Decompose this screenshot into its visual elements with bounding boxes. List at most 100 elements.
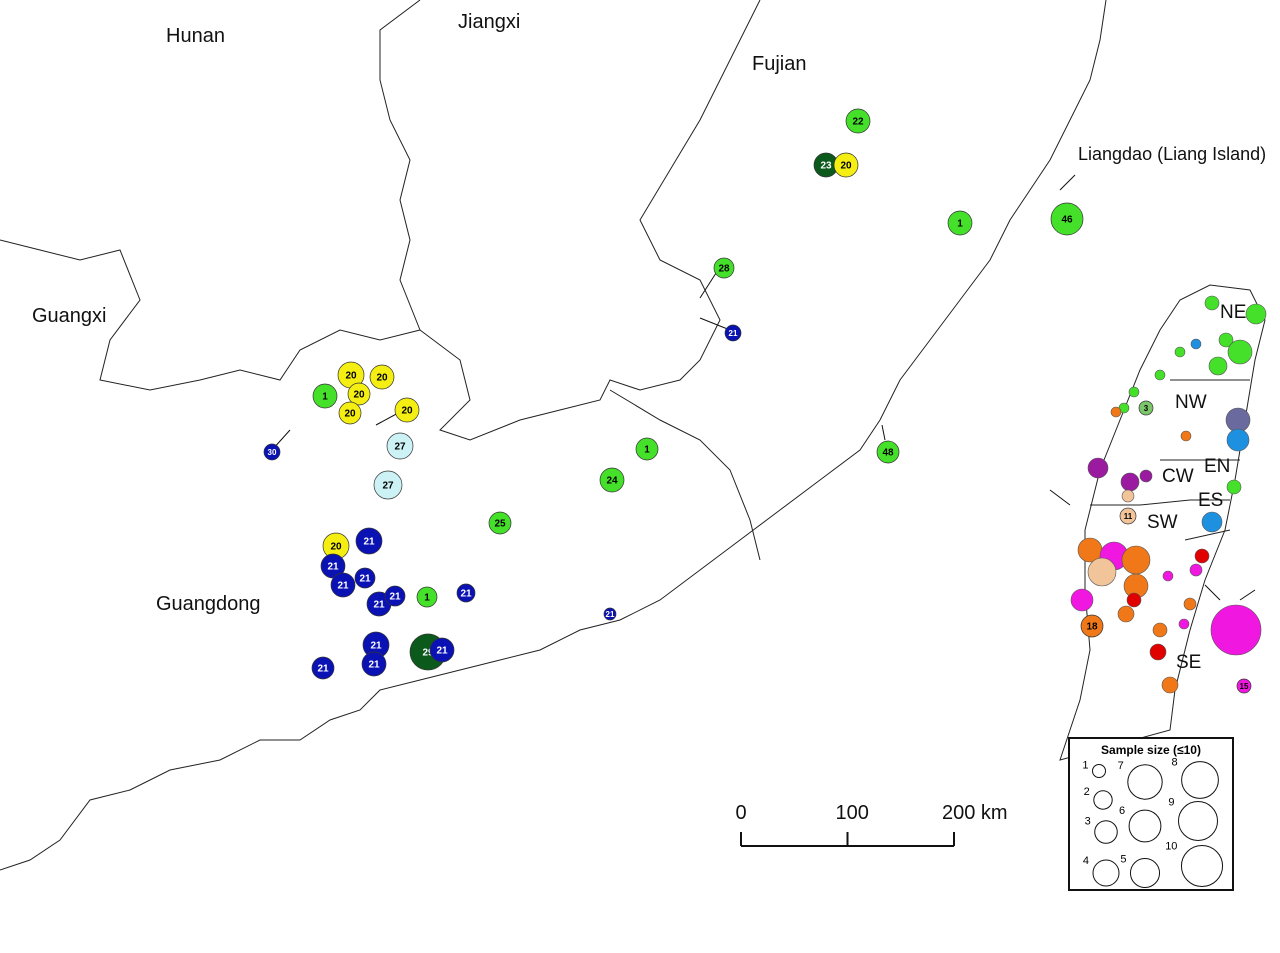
site-label: 21 (460, 589, 472, 600)
sample-circle (1194, 548, 1210, 564)
province-border (609, 389, 761, 561)
site-label: 21 (729, 329, 738, 338)
sample-circle (1183, 597, 1197, 611)
sample-circle (1152, 622, 1168, 638)
site-circle (361, 651, 387, 677)
site-circle (347, 382, 371, 406)
sample-circle (1121, 489, 1135, 503)
legend-circle (1128, 809, 1162, 843)
sample-circle (1190, 338, 1202, 350)
sample-circle (1139, 469, 1153, 483)
site-circle (354, 567, 376, 589)
sample-circle (1178, 618, 1190, 630)
site-circle (384, 585, 406, 607)
site-label: 20 (345, 371, 357, 382)
site-label: 20 (330, 542, 342, 553)
site-label: 27 (394, 442, 406, 453)
legend-label: 10 (1165, 840, 1177, 852)
sample-circle (1225, 407, 1251, 433)
site-label: 27 (382, 481, 394, 492)
site-label: 28 (718, 264, 730, 275)
site-label: 20 (376, 373, 388, 384)
region-label: Guangxi (32, 305, 107, 327)
site-label: 29 (422, 648, 434, 659)
sample-circle (1126, 592, 1142, 608)
legend-label: 1 (1082, 760, 1088, 772)
site-circle (330, 572, 356, 598)
site-circle (599, 467, 625, 493)
outlines (0, 0, 1266, 871)
legend-label: 7 (1118, 760, 1124, 772)
site-circle (488, 511, 512, 535)
site-label: 18 (1086, 622, 1098, 633)
sample-circle (1161, 676, 1179, 694)
site-circle (373, 470, 403, 500)
scale-label: 0 (735, 802, 746, 824)
site-circle (724, 324, 742, 342)
sample-circle (1087, 557, 1117, 587)
site-circle (456, 583, 476, 603)
legend-label: 5 (1120, 853, 1126, 865)
province-border (419, 0, 761, 441)
sample-circle (1149, 643, 1167, 661)
site-circle (312, 383, 338, 409)
region-label: Guangdong (156, 593, 261, 615)
legend-title: Sample size (≤10) (1101, 743, 1201, 757)
site-label: 20 (840, 161, 852, 172)
site-label: 22 (852, 117, 864, 128)
sample-circle (1245, 303, 1267, 325)
site-circle (386, 432, 414, 460)
scale-label: 200 km (942, 802, 1008, 824)
taiwan-regions (1090, 379, 1250, 541)
site-label: 25 (494, 519, 506, 530)
site-circle (635, 437, 659, 461)
site-label: 3 (1144, 404, 1149, 413)
legend-circle (1093, 790, 1113, 810)
site-circle (603, 607, 617, 621)
taiwan-region-label: NW (1175, 392, 1207, 413)
site-circle (369, 364, 395, 390)
sample-circle (1201, 511, 1223, 533)
taiwan-region-label: NE (1220, 302, 1246, 323)
site-label: 23 (820, 161, 832, 172)
site-circle (416, 586, 438, 608)
island-label: Liangdao (Liang Island) (1078, 144, 1266, 164)
region-label: Jiangxi (458, 11, 520, 33)
site-label: 21 (337, 581, 349, 592)
sample-circle (1070, 588, 1094, 612)
taiwan-region-label: SW (1147, 512, 1178, 533)
site-label: 21 (327, 562, 339, 573)
sample-circle (1210, 604, 1262, 656)
site-circle (263, 443, 281, 461)
legend-label: 6 (1119, 805, 1125, 817)
site-label: 1 (424, 593, 430, 604)
region-label: Fujian (752, 53, 806, 75)
sample-circle (1117, 605, 1135, 623)
sample-circle (1227, 339, 1253, 365)
site-circle (876, 440, 900, 464)
legend-circle (1180, 844, 1224, 888)
site-label: 21 (370, 641, 382, 652)
site-label: 1 (644, 445, 650, 456)
site-circle (1236, 678, 1252, 694)
sample-circle (1110, 406, 1122, 418)
sample-circle (1189, 563, 1203, 577)
site-circle (947, 210, 973, 236)
sample-circle (1180, 430, 1192, 442)
site-label: 21 (606, 610, 615, 619)
site-label: 15 (1240, 682, 1249, 691)
sample-circle (1121, 545, 1151, 575)
leader-lines (271, 174, 1256, 601)
site-circle (394, 397, 420, 423)
site-label: 21 (373, 600, 385, 611)
taiwan-region-label: SE (1176, 652, 1201, 673)
sample-circle (1204, 295, 1220, 311)
sample-circle (1120, 472, 1140, 492)
site-circle (833, 152, 859, 178)
sample-circle (1154, 369, 1166, 381)
legend-label: 4 (1083, 855, 1089, 867)
coastline (0, 0, 1107, 871)
sample-circle (1128, 386, 1140, 398)
sample-circle (1208, 356, 1228, 376)
